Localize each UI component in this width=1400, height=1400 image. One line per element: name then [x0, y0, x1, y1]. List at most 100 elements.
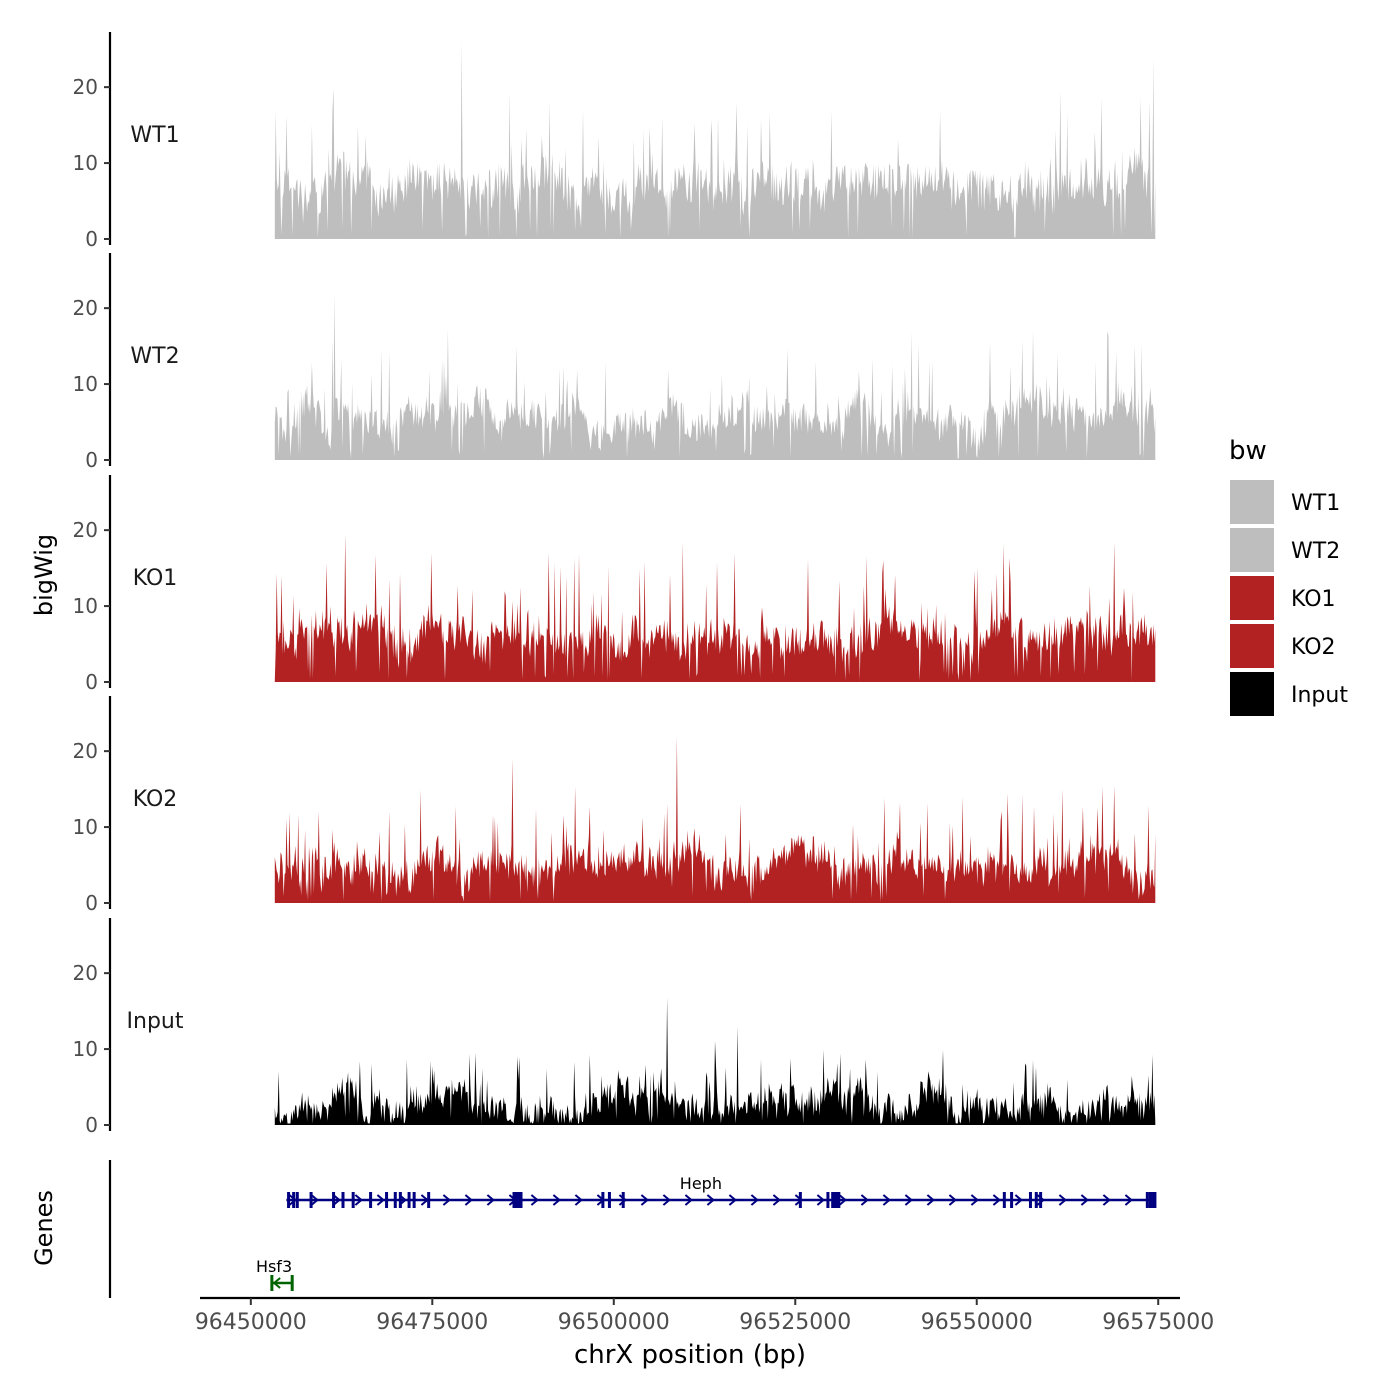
track-label: KO2 [133, 787, 178, 812]
exon [270, 1275, 274, 1291]
legend-label: KO2 [1291, 635, 1336, 660]
track-wt2: 0 10 20 WT2 [73, 253, 1156, 472]
y-tick-label: 10 [73, 151, 98, 175]
exon [607, 1192, 611, 1208]
legend-item-ko2: KO2 [1230, 624, 1336, 668]
y-axis-title: bigWig [30, 534, 58, 616]
strand-chevron [904, 1194, 913, 1206]
strand-chevron [948, 1194, 957, 1206]
y-tick-label: 0 [85, 1113, 98, 1137]
x-tick-label: 96525000 [739, 1310, 851, 1335]
legend-item-ko1: KO1 [1230, 576, 1336, 620]
legend-swatch [1230, 576, 1274, 620]
signal-area [274, 293, 1156, 460]
exon [341, 1192, 345, 1208]
strand-chevron [1124, 1194, 1133, 1206]
strand-chevron [1058, 1194, 1067, 1206]
y-tick-label: 0 [85, 448, 98, 472]
track-wt1: 0 10 20 WT1 [73, 32, 1156, 251]
strand-chevron [1080, 1194, 1089, 1206]
legend-label: WT1 [1291, 491, 1340, 516]
exon [332, 1192, 336, 1208]
strand-chevron [442, 1194, 451, 1206]
exon [826, 1192, 830, 1208]
legend-item-wt1: WT1 [1230, 480, 1340, 524]
y-tick-label: 10 [73, 1037, 98, 1061]
x-axis-title: chrX position (bp) [574, 1340, 806, 1370]
gene-label: Heph [680, 1174, 722, 1193]
strand-chevron [992, 1194, 1001, 1206]
exon [1002, 1192, 1006, 1208]
y-tick-label: 20 [73, 75, 98, 99]
legend-title: bw [1229, 436, 1267, 466]
exon [831, 1192, 840, 1208]
exon [292, 1192, 296, 1208]
gene-hsf3: Hsf3 [256, 1257, 294, 1291]
exon [1039, 1192, 1043, 1208]
x-axis: 96450000 96475000 96500000 96525000 96550000… [195, 1296, 1214, 1335]
exon [351, 1192, 355, 1208]
exon [601, 1192, 605, 1208]
exon [407, 1192, 411, 1208]
strand-chevron [1102, 1194, 1111, 1206]
track-label: Input [127, 1009, 184, 1034]
legend-label: WT2 [1291, 539, 1340, 564]
legend-swatch [1230, 528, 1274, 572]
exon [1145, 1192, 1149, 1208]
strand-chevron [486, 1194, 495, 1206]
y-tick-label: 20 [73, 961, 98, 985]
strand-chevron [332, 1194, 341, 1206]
gene-label: Hsf3 [256, 1257, 292, 1276]
strand-chevron [926, 1194, 935, 1206]
signal-area [274, 736, 1156, 903]
track-label: WT2 [130, 344, 179, 369]
strand-chevron [750, 1194, 759, 1206]
strand-chevron [706, 1194, 715, 1206]
strand-chevron [728, 1194, 737, 1206]
strand-chevron [354, 1194, 363, 1206]
strand-chevron [640, 1194, 649, 1206]
legend-swatch [1230, 624, 1274, 668]
strand-chevron [772, 1194, 781, 1206]
exon [295, 1192, 299, 1208]
exon [1028, 1192, 1032, 1208]
exon [290, 1275, 294, 1291]
x-tick-label: 96550000 [921, 1310, 1033, 1335]
y-tick-label: 20 [73, 518, 98, 542]
x-tick-label: 96475000 [376, 1310, 488, 1335]
legend-item-wt2: WT2 [1230, 528, 1340, 572]
y-tick-label: 10 [73, 372, 98, 396]
y-tick-label: 0 [85, 227, 98, 251]
exon [798, 1192, 802, 1208]
exon [369, 1192, 373, 1208]
strand-chevron [970, 1194, 979, 1206]
strand-chevron [1014, 1194, 1023, 1206]
exon [287, 1192, 291, 1208]
strand-chevron [288, 1194, 297, 1206]
strand-chevron [530, 1194, 539, 1206]
legend-label: Input [1291, 683, 1348, 708]
gene-heph: Heph [286, 1174, 1157, 1208]
legend: bw WT1 WT2 KO1 KO2 Input [1229, 436, 1348, 716]
genes-axis-title: Genes [30, 1190, 58, 1266]
strand-chevron [310, 1194, 319, 1206]
exon [1149, 1192, 1157, 1208]
exon [621, 1192, 625, 1208]
x-tick-label: 96450000 [195, 1310, 307, 1335]
strand-chevron [574, 1194, 583, 1206]
track-label: KO1 [133, 566, 178, 591]
exon [393, 1192, 397, 1208]
exon [385, 1192, 389, 1208]
y-tick-label: 0 [85, 891, 98, 915]
strand-chevron [618, 1194, 627, 1206]
exon [1034, 1192, 1038, 1208]
strand-chevron [662, 1194, 671, 1206]
legend-item-input: Input [1230, 672, 1348, 716]
track-ko1: 0 10 20 KO1 [73, 475, 1156, 694]
exon [1010, 1192, 1014, 1208]
strand-chevron [882, 1194, 891, 1206]
y-tick-label: 20 [73, 739, 98, 763]
strand-chevron [464, 1194, 473, 1206]
x-tick-label: 96500000 [558, 1310, 670, 1335]
